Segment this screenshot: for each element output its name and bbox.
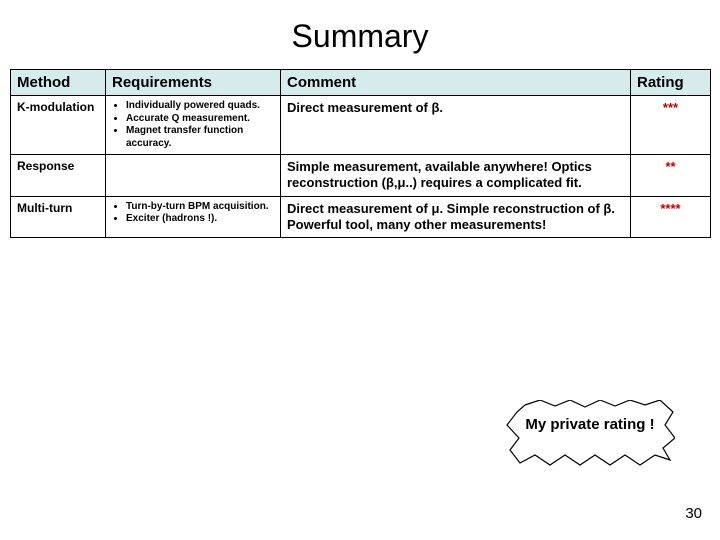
cell-rating: ** [631, 155, 711, 197]
cell-req [106, 155, 281, 197]
req-item: Exciter (hadrons !). [126, 213, 274, 226]
cell-method: Response [11, 155, 106, 197]
cell-rating: *** [631, 96, 711, 155]
slide-title: Summary [0, 0, 720, 69]
col-method: Method [11, 70, 106, 96]
callout: My private rating ! [505, 400, 675, 470]
table-header-row: Method Requirements Comment Rating [11, 70, 711, 96]
table-row: Multi-turn Turn-by-turn BPM acquisition.… [11, 196, 711, 238]
cell-comment: Simple measurement, available anywhere! … [281, 155, 631, 197]
table-row: Response Simple measurement, available a… [11, 155, 711, 197]
table-row: K-modulation Individually powered quads.… [11, 96, 711, 155]
cell-req: Turn-by-turn BPM acquisition. Exciter (h… [106, 196, 281, 238]
summary-table: Method Requirements Comment Rating K-mod… [10, 69, 711, 238]
col-requirements: Requirements [106, 70, 281, 96]
cell-rating: **** [631, 196, 711, 238]
cell-comment: Direct measurement of β. [281, 96, 631, 155]
callout-text: My private rating ! [505, 416, 675, 433]
cell-method: K-modulation [11, 96, 106, 155]
req-item: Accurate Q measurement. [126, 113, 274, 126]
req-item: Individually powered quads. [126, 100, 274, 113]
callout-bubble-icon [505, 400, 675, 470]
req-item: Turn-by-turn BPM acquisition. [126, 201, 274, 214]
cell-method: Multi-turn [11, 196, 106, 238]
req-item: Magnet transfer function accuracy. [126, 125, 274, 150]
cell-comment: Direct measurement of μ. Simple reconstr… [281, 196, 631, 238]
page-number: 30 [685, 505, 702, 522]
col-comment: Comment [281, 70, 631, 96]
cell-req: Individually powered quads. Accurate Q m… [106, 96, 281, 155]
col-rating: Rating [631, 70, 711, 96]
